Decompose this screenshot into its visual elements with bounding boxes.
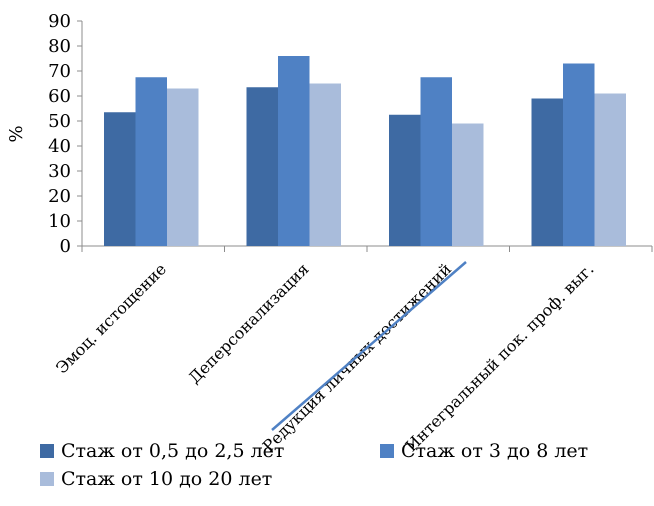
- legend-item-series-3: Стаж от 10 до 20 лет: [40, 468, 272, 490]
- legend-swatch-3: [40, 472, 54, 486]
- bar-series-2-cat-4: [563, 63, 595, 246]
- bar-series-3-cat-4: [594, 93, 626, 246]
- bar-series-1-cat-2: [246, 87, 278, 246]
- legend-label-3: Стаж от 10 до 20 лет: [61, 468, 273, 490]
- legend-swatch-1: [40, 444, 54, 458]
- legend-label-2: Стаж от 3 до 8 лет: [401, 440, 589, 462]
- y-tick-label: 0: [60, 236, 71, 257]
- y-tick-label: 70: [48, 61, 71, 82]
- bar-series-3-cat-1: [167, 88, 199, 246]
- x-category-label: Деперсонализация: [185, 259, 313, 387]
- y-tick-label: 20: [48, 186, 71, 207]
- legend-swatch-2: [380, 444, 394, 458]
- y-tick-label: 10: [48, 211, 71, 232]
- bar-series-3-cat-3: [452, 123, 484, 246]
- legend-item-series-2: Стаж от 3 до 8 лет: [380, 440, 588, 462]
- bar-series-1-cat-4: [531, 98, 563, 246]
- bar-series-2-cat-1: [135, 77, 167, 246]
- legend-label-1: Стаж от 0,5 до 2,5 лет: [61, 440, 285, 462]
- y-tick-label: 50: [48, 111, 71, 132]
- y-tick-label: 40: [48, 136, 71, 157]
- legend-item-series-1: Стаж от 0,5 до 2,5 лет: [40, 440, 284, 462]
- y-tick-label: 60: [48, 86, 71, 107]
- bar-series-2-cat-3: [420, 77, 452, 246]
- bar-series-1-cat-3: [389, 114, 421, 246]
- bar-series-1-cat-1: [104, 112, 136, 246]
- y-tick-label: 90: [48, 11, 71, 32]
- annotation-line: [271, 261, 467, 431]
- y-axis-label: %: [6, 125, 27, 142]
- bar-series-2-cat-2: [278, 56, 310, 246]
- y-tick-label: 80: [48, 36, 71, 57]
- x-category-label: Эмоц. истощение: [52, 259, 170, 377]
- y-tick-label: 30: [48, 161, 71, 182]
- bar-series-3-cat-2: [309, 83, 341, 246]
